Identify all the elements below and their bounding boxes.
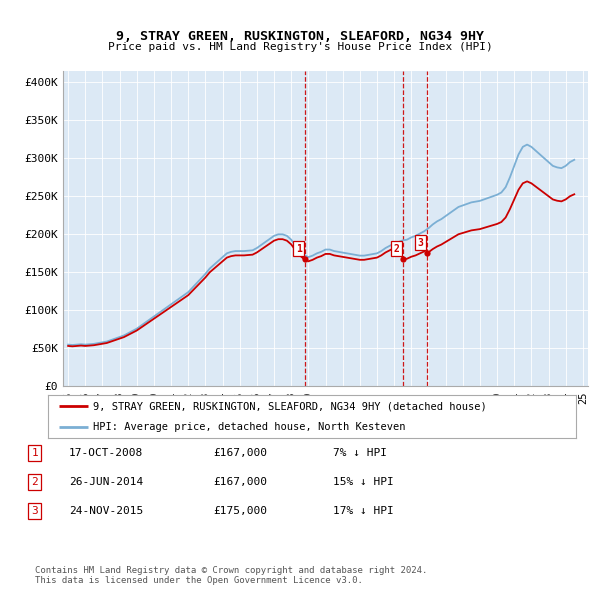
Text: £167,000: £167,000 [213, 448, 267, 458]
Text: 24-NOV-2015: 24-NOV-2015 [69, 506, 143, 516]
Text: 1: 1 [31, 448, 38, 458]
Text: 2: 2 [31, 477, 38, 487]
Text: 3: 3 [31, 506, 38, 516]
Text: 17-OCT-2008: 17-OCT-2008 [69, 448, 143, 458]
Text: 26-JUN-2014: 26-JUN-2014 [69, 477, 143, 487]
Text: 2: 2 [394, 244, 400, 254]
Text: HPI: Average price, detached house, North Kesteven: HPI: Average price, detached house, Nort… [93, 422, 406, 432]
Text: 9, STRAY GREEN, RUSKINGTON, SLEAFORD, NG34 9HY (detached house): 9, STRAY GREEN, RUSKINGTON, SLEAFORD, NG… [93, 401, 487, 411]
Text: 17% ↓ HPI: 17% ↓ HPI [333, 506, 394, 516]
Text: 3: 3 [418, 238, 424, 248]
Text: £167,000: £167,000 [213, 477, 267, 487]
Text: 15% ↓ HPI: 15% ↓ HPI [333, 477, 394, 487]
Text: 9, STRAY GREEN, RUSKINGTON, SLEAFORD, NG34 9HY: 9, STRAY GREEN, RUSKINGTON, SLEAFORD, NG… [116, 30, 484, 42]
Text: Price paid vs. HM Land Registry's House Price Index (HPI): Price paid vs. HM Land Registry's House … [107, 42, 493, 53]
Text: £175,000: £175,000 [213, 506, 267, 516]
Text: Contains HM Land Registry data © Crown copyright and database right 2024.
This d: Contains HM Land Registry data © Crown c… [35, 566, 427, 585]
Text: 1: 1 [296, 244, 302, 254]
Text: 7% ↓ HPI: 7% ↓ HPI [333, 448, 387, 458]
